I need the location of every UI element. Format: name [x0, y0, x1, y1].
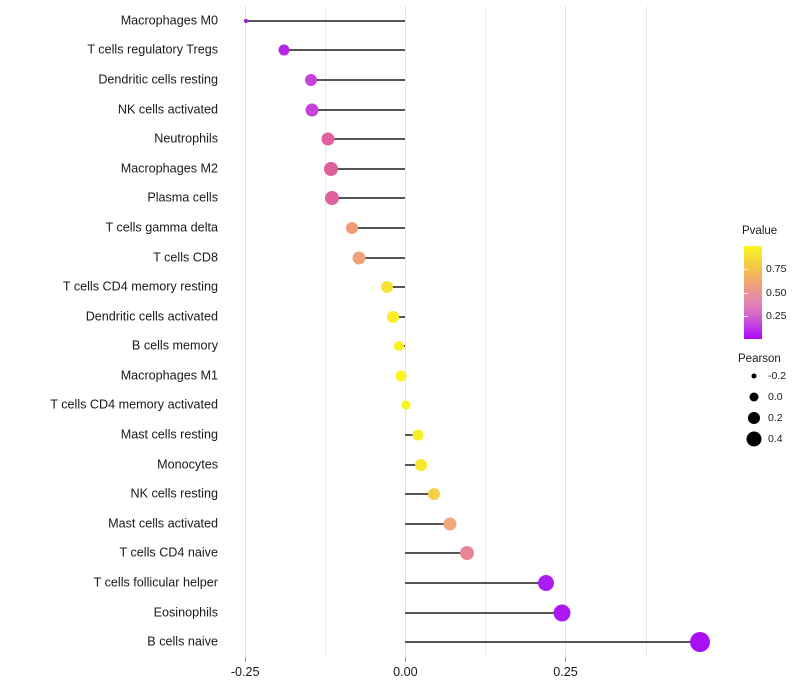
size-legend-dot [749, 392, 759, 402]
legend-area: Pvalue Pearson 0.75 0.50 0.25 -0.2 0.0 0.2 0.4 [738, 225, 800, 447]
y-axis-tick-label: B cells memory [131, 338, 218, 353]
y-axis-tick-label: T cells follicular helper [93, 575, 218, 590]
lollipop-stem [283, 49, 406, 52]
data-point[interactable] [538, 575, 555, 592]
y-axis-tick-label: T cells CD4 memory activated [50, 398, 218, 413]
x-axis-tick [565, 657, 567, 662]
lollipop-stem [328, 138, 406, 141]
y-axis-tick-label: T cells CD8 [153, 250, 218, 265]
data-point[interactable] [324, 161, 339, 176]
y-axis-tick-label: NK cells resting [130, 486, 219, 501]
lollipop-stem [331, 197, 406, 200]
colorbar-tick-label: 0.50 [766, 286, 787, 299]
x-axis-tick [405, 657, 407, 662]
y-axis-tick-label: Macrophages M2 [120, 161, 218, 176]
size-legend-label: 0.2 [768, 412, 783, 424]
size-legend-label: 0.0 [768, 391, 783, 403]
y-axis-tick-label: T cells CD4 memory resting [62, 279, 218, 294]
gridline-major [405, 6, 407, 657]
y-axis-tick-label: Mast cells resting [120, 427, 218, 442]
lollipop-stem [352, 226, 406, 229]
data-point[interactable] [401, 400, 411, 410]
y-axis-tick-label: B cells naive [147, 634, 218, 649]
data-point[interactable] [304, 73, 317, 86]
lollipop-stem [405, 641, 700, 644]
y-axis-tick-label: NK cells activated [117, 102, 218, 117]
lollipop-stem [245, 19, 406, 22]
y-axis-tick-label: Macrophages M1 [120, 368, 218, 383]
y-axis-category-labels: Macrophages M0 T cells regulatory Tregs De… [0, 0, 224, 660]
data-point[interactable] [689, 632, 710, 653]
data-point[interactable] [305, 103, 319, 117]
lollipop-stem [405, 434, 418, 437]
x-axis-tick-label: -0.25 [230, 665, 260, 679]
data-point[interactable] [553, 604, 571, 622]
lollipop-stem [387, 286, 406, 289]
data-point[interactable] [443, 517, 457, 531]
data-point[interactable] [324, 191, 339, 206]
colorbar-tick [744, 292, 748, 294]
data-point[interactable] [352, 251, 366, 265]
lollipop-stem [331, 167, 406, 170]
lollipop-stem [405, 552, 468, 555]
gridline-major [565, 6, 567, 657]
x-axis-tick [245, 657, 247, 662]
size-legend-dot [748, 412, 760, 424]
x-axis-tick-label: 0.00 [393, 665, 418, 679]
lollipop-stem [310, 78, 406, 81]
data-point[interactable] [393, 341, 404, 352]
size-legend-label: 0.4 [768, 433, 783, 445]
lollipop-stem [405, 493, 435, 496]
y-axis-tick-label: Eosinophils [153, 605, 218, 620]
gridline-major [245, 6, 247, 657]
y-axis-tick-label: Neutrophils [154, 131, 218, 146]
data-point[interactable] [278, 44, 290, 56]
data-point[interactable] [460, 546, 475, 561]
y-axis-tick-label: Dendritic cells resting [98, 72, 218, 87]
y-axis-tick-label: Dendritic cells activated [85, 309, 218, 324]
size-legend-dot [746, 431, 762, 447]
y-axis-tick-label: Monocytes [157, 457, 218, 472]
gridline-minor [645, 6, 647, 657]
y-axis-tick-label: T cells CD4 naive [119, 546, 218, 561]
data-point[interactable] [412, 429, 423, 441]
gridline-minor [485, 6, 487, 657]
lollipop-stem [405, 463, 421, 466]
data-point[interactable] [428, 488, 441, 501]
data-point[interactable] [243, 18, 248, 23]
size-legend-dot [751, 373, 757, 379]
data-point[interactable] [381, 281, 394, 294]
y-axis-tick-label: Mast cells activated [108, 516, 218, 531]
size-legend-label: -0.2 [768, 370, 787, 382]
lollipop-stem [405, 582, 547, 585]
y-axis-tick-label: T cells gamma delta [105, 220, 218, 235]
pearson-legend-title: Pearson [738, 353, 781, 365]
lollipop-stem [359, 256, 406, 259]
y-axis-tick-label: T cells regulatory Tregs [87, 43, 218, 58]
data-point[interactable] [414, 458, 427, 471]
y-axis-tick-label: Plasma cells [147, 191, 218, 206]
x-axis-tick-label: 0.25 [553, 665, 578, 679]
lollipop-stem [405, 611, 563, 614]
y-axis-tick-label: Macrophages M0 [120, 13, 218, 28]
gridline-minor [325, 6, 327, 657]
data-point[interactable] [395, 370, 407, 382]
data-point[interactable] [321, 132, 335, 146]
lollipop-stem [393, 315, 406, 318]
colorbar-tick-label: 0.75 [766, 263, 787, 276]
pvalue-colorbar [744, 246, 762, 339]
colorbar-tick-label: 0.25 [766, 309, 787, 322]
data-point[interactable] [346, 221, 359, 234]
x-axis: -0.25 0.00 0.25 [226, 657, 732, 687]
pvalue-legend-title: Pvalue [742, 225, 778, 237]
data-point[interactable] [387, 310, 400, 323]
colorbar-tick [744, 269, 748, 271]
lollipop-stem [405, 522, 451, 525]
plot-panel [226, 6, 732, 657]
lollipop-stem [312, 108, 406, 111]
colorbar-tick [744, 315, 748, 317]
